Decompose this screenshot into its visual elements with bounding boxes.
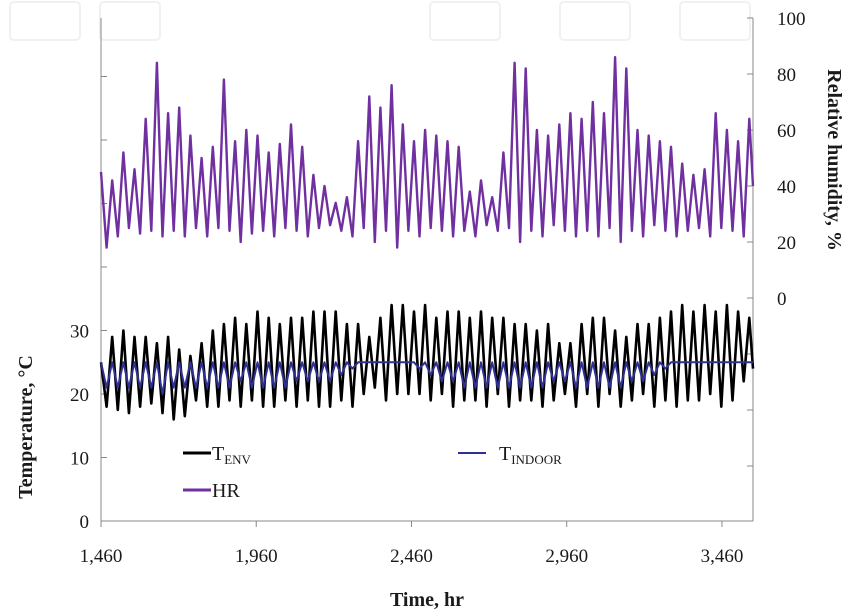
legend-item-tindoor: TINDOOR — [458, 443, 562, 467]
legend-label-tenv: T — [212, 443, 224, 465]
left-tick-label: 30 — [70, 322, 89, 343]
right-axis-title: Relative humidity, % — [823, 69, 845, 251]
x-tick-label: 2,460 — [390, 546, 433, 567]
series-line-t-env — [99, 303, 755, 421]
legend-sub-tenv: ENV — [224, 452, 251, 467]
x-tick-label: 1,460 — [80, 546, 123, 567]
legend-item-hr: HR — [183, 480, 240, 502]
left-axis-ticks: 0 10 20 30 — [70, 76, 107, 533]
x-tick-label: 1,960 — [235, 546, 278, 567]
right-tick-label: 80 — [777, 65, 796, 86]
left-tick-label: 0 — [80, 512, 90, 533]
legend-label-hr: HR — [212, 480, 240, 502]
svg-text:TENV: TENV — [212, 443, 252, 467]
legend: TENV HR TINDOOR — [183, 443, 562, 502]
plot-area — [99, 56, 755, 421]
left-tick-label: 10 — [70, 449, 89, 470]
x-tick-label: 3,460 — [701, 546, 744, 567]
right-tick-label: 20 — [777, 233, 796, 254]
legend-item-tenv: TENV — [183, 443, 252, 467]
x-axis-ticks: 1,460 1,960 2,460 2,960 3,460 — [80, 521, 744, 567]
legend-label-tindoor: T — [499, 443, 511, 465]
right-tick-label: 60 — [777, 121, 796, 142]
axes-frame — [100, 18, 754, 522]
series-line-t-indoor — [100, 361, 753, 395]
svg-text:TINDOOR: TINDOOR — [499, 443, 562, 467]
x-tick-label: 2,960 — [545, 546, 588, 567]
legend-sub-tindoor: INDOOR — [511, 452, 562, 467]
left-axis-title: Temperature, °C — [15, 355, 37, 499]
watermark — [9, 1, 751, 41]
x-axis-title: Time, hr — [390, 589, 464, 611]
right-axis-ticks: 0 20 40 60 80 100 — [747, 9, 806, 467]
left-tick-label: 20 — [70, 385, 89, 406]
right-tick-label: 0 — [777, 289, 787, 310]
series-line-hr — [99, 56, 755, 249]
right-tick-label: 100 — [777, 9, 806, 30]
right-tick-label: 40 — [777, 177, 796, 198]
